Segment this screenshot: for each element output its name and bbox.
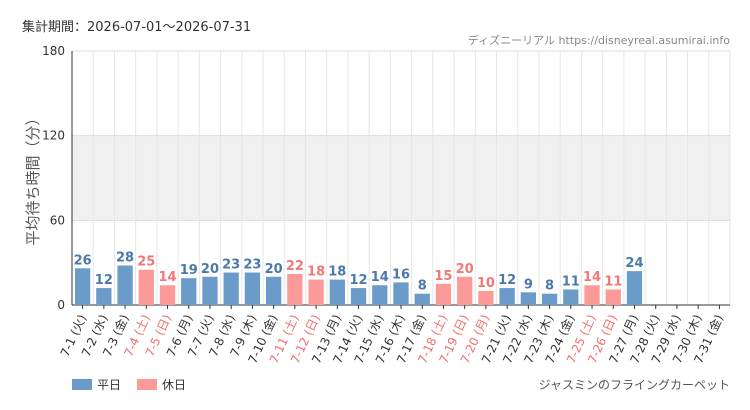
- bar: [350, 288, 367, 305]
- bar: [584, 285, 600, 305]
- data-label: 11: [562, 274, 580, 289]
- bar: [372, 285, 388, 305]
- data-label: 28: [116, 250, 134, 265]
- bar: [626, 271, 643, 305]
- bar: [223, 272, 239, 305]
- data-label: 25: [137, 255, 155, 270]
- data-label: 14: [583, 270, 601, 285]
- data-label: 20: [201, 262, 219, 277]
- bar: [308, 279, 324, 305]
- bar: [117, 265, 133, 305]
- data-label: 16: [392, 267, 410, 282]
- data-label: 12: [95, 273, 113, 288]
- bar: [520, 292, 536, 305]
- legend-label: 平日: [97, 378, 121, 392]
- bar: [287, 273, 303, 305]
- legend-swatch: [72, 379, 92, 390]
- data-label: 18: [328, 265, 346, 280]
- bar: [74, 268, 91, 305]
- data-label: 8: [545, 279, 554, 294]
- bar: [393, 282, 409, 305]
- site-credit: ディズニーリアル https://disneyreal.asumirai.inf…: [468, 33, 730, 47]
- data-label: 12: [498, 273, 516, 288]
- y-tick-label: 0: [57, 298, 65, 312]
- data-label: 12: [350, 273, 368, 288]
- bar: [605, 289, 621, 305]
- bar: [563, 289, 579, 305]
- bar: [457, 276, 473, 305]
- bar: [202, 276, 218, 305]
- y-axis-label: 平均待ち時間（分）: [24, 110, 42, 245]
- data-label: 11: [604, 274, 622, 289]
- legend-label: 休日: [162, 378, 186, 392]
- legend-swatch: [137, 379, 157, 390]
- bar: [414, 293, 430, 305]
- y-tick-label: 60: [50, 213, 65, 227]
- data-label: 15: [434, 269, 452, 284]
- data-label: 9: [524, 277, 533, 292]
- legend: 平日 休日: [72, 378, 186, 392]
- bar: [138, 269, 154, 305]
- bar: [181, 278, 197, 305]
- data-label: 20: [265, 262, 283, 277]
- y-tick-label: 120: [42, 129, 65, 143]
- data-label: 10: [477, 276, 495, 291]
- bar: [478, 290, 494, 305]
- bar: [244, 272, 261, 305]
- y-tick-label: 180: [42, 44, 65, 58]
- data-label: 8: [418, 279, 427, 294]
- data-label: 23: [243, 258, 261, 273]
- bar: [541, 293, 558, 305]
- data-label: 23: [222, 258, 240, 273]
- data-label: 18: [307, 265, 325, 280]
- bar: [329, 279, 345, 305]
- bar: [499, 288, 515, 305]
- bar: [266, 276, 282, 305]
- grid-band: [72, 135, 730, 221]
- data-label: 22: [286, 259, 304, 274]
- period-label: 集計期間：2026-07-01～2026-07-31: [22, 19, 251, 35]
- data-label: 24: [625, 256, 643, 271]
- attraction-name: ジャスミンのフライングカーペット: [539, 378, 730, 392]
- bar: [159, 285, 176, 305]
- data-label: 19: [180, 263, 198, 278]
- data-label: 26: [74, 253, 92, 268]
- bar: [96, 288, 112, 305]
- data-label: 20: [456, 262, 474, 277]
- data-label: 14: [158, 270, 176, 285]
- data-label: 14: [371, 270, 389, 285]
- bar: [435, 283, 452, 305]
